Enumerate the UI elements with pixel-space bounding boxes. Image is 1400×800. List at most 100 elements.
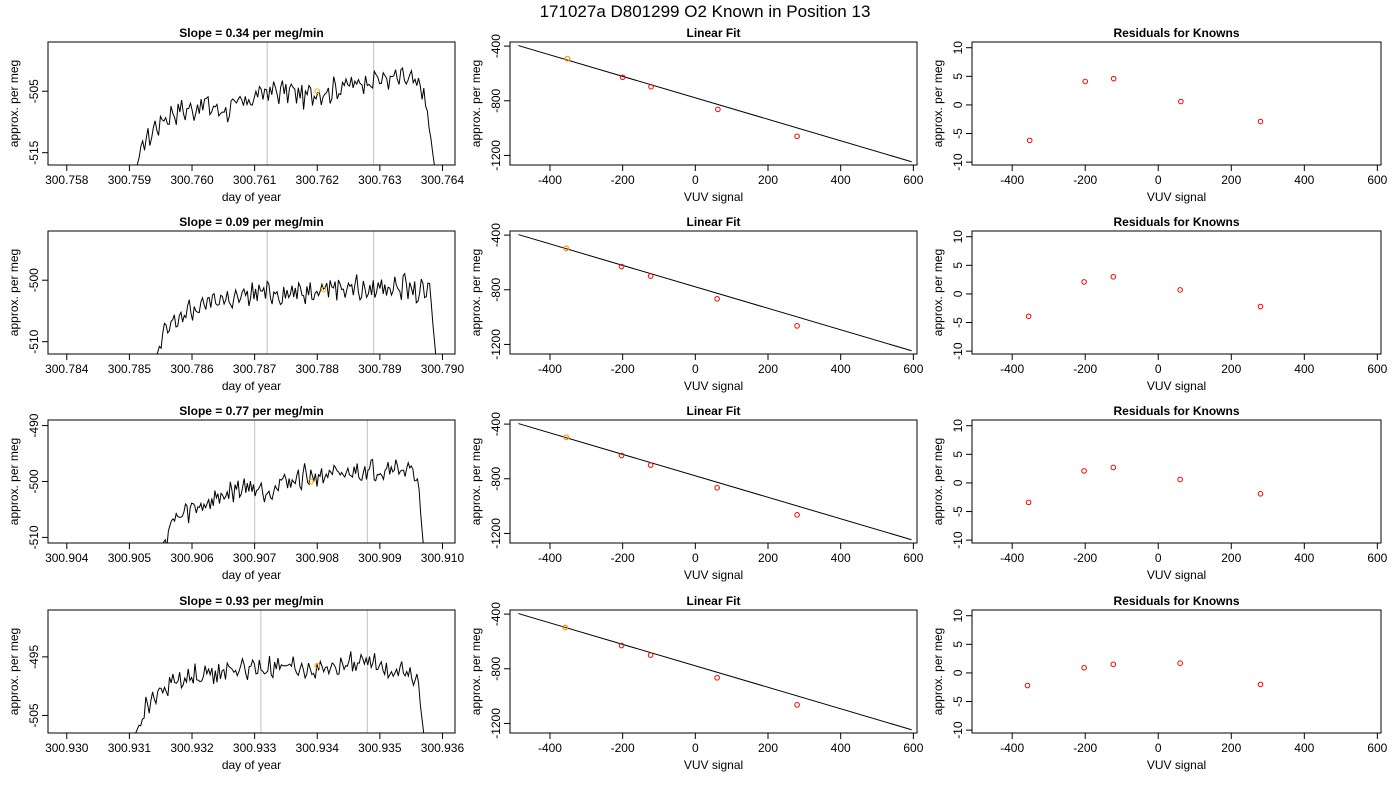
plot-area xyxy=(1026,75,1264,144)
residual-point xyxy=(1025,499,1032,506)
x-tick-label: 0 xyxy=(1155,362,1162,376)
plot-frame xyxy=(47,609,456,734)
panel-title: Linear Fit xyxy=(686,404,740,418)
x-tick-label: 600 xyxy=(1367,741,1387,755)
y-tick-label: -505 xyxy=(27,79,41,103)
y-tick-label: -10 xyxy=(951,531,965,549)
series-line xyxy=(156,272,437,354)
y-tick-label: -400 xyxy=(489,602,503,626)
y-tick-label: 10 xyxy=(951,609,965,623)
x-tick-label: 300.764 xyxy=(421,173,465,187)
y-axis-label: approx. per meg xyxy=(469,60,483,147)
plot-area xyxy=(518,234,912,352)
y-tick-label: -490 xyxy=(27,413,41,437)
data-point xyxy=(714,295,720,302)
panel-1-residuals: Residuals for Knowns VUV signal approx. pe… xyxy=(931,26,1388,204)
x-tick-label: -200 xyxy=(611,173,635,187)
residual-point xyxy=(1110,464,1117,471)
panel-1-fit: Linear Fit VUV signal approx. per meg -400 -… xyxy=(469,26,924,204)
x-tick-label: 600 xyxy=(1367,173,1387,187)
data-point xyxy=(619,74,626,81)
y-tick-label: -800 xyxy=(489,277,503,301)
x-tick-label: -200 xyxy=(1073,362,1097,376)
data-point xyxy=(715,106,721,113)
residual-point xyxy=(1082,78,1089,85)
highlight-point xyxy=(308,478,314,485)
x-tick-label: 300.760 xyxy=(170,173,214,187)
fit-line xyxy=(518,423,912,541)
x-tick-label: 400 xyxy=(1294,362,1314,376)
y-tick-label: -400 xyxy=(489,223,503,247)
residual-point xyxy=(1110,661,1117,668)
highlight-point xyxy=(314,88,321,94)
x-tick-label: -400 xyxy=(1000,551,1024,565)
x-axis-label: day of year xyxy=(222,758,281,772)
y-tick-label: 5 xyxy=(951,73,965,80)
panel-2-residuals: Residuals for Knowns VUV signal approx. pe… xyxy=(931,215,1388,393)
x-tick-label: 600 xyxy=(903,173,923,187)
panel-title: Slope = 0.77 per meg/min xyxy=(179,404,323,418)
plot-area xyxy=(518,45,912,163)
residual-point xyxy=(1178,98,1184,105)
panel-title: Slope = 0.93 per meg/min xyxy=(179,594,323,608)
plot-area xyxy=(1025,464,1264,506)
panel-title: Linear Fit xyxy=(686,594,740,608)
panel-title: Residuals for Knowns xyxy=(1113,404,1239,418)
x-tick-label: 400 xyxy=(831,173,851,187)
panel-title: Residuals for Knowns xyxy=(1113,26,1239,40)
y-axis-label: approx. per meg xyxy=(7,438,21,525)
residual-point xyxy=(1110,75,1117,82)
y-tick-label: -500 xyxy=(27,268,41,292)
y-tick-label: -495 xyxy=(27,645,41,669)
y-axis-label: approx. per meg xyxy=(931,60,945,147)
plot-frame xyxy=(47,41,456,166)
plot-frame xyxy=(971,41,1382,166)
x-tick-label: 0 xyxy=(1155,173,1162,187)
y-tick-label: -510 xyxy=(27,525,41,549)
x-tick-label: 300.761 xyxy=(233,173,277,187)
series-line xyxy=(135,651,425,733)
x-tick-label: 600 xyxy=(903,551,923,565)
x-tick-label: 300.763 xyxy=(358,173,402,187)
data-point xyxy=(794,512,800,518)
data-point xyxy=(714,484,720,491)
data-point xyxy=(618,452,625,459)
y-axis-label: approx. per meg xyxy=(469,628,483,715)
x-tick-label: 300.789 xyxy=(358,362,402,376)
highlight-point xyxy=(563,434,570,441)
x-tick-label: 300.933 xyxy=(233,741,277,755)
plot-frame xyxy=(509,419,918,544)
x-tick-label: 0 xyxy=(1155,551,1162,565)
plot-frame xyxy=(47,230,456,355)
fit-line xyxy=(518,45,912,163)
x-tick-label: 300.788 xyxy=(296,362,340,376)
y-tick-label: -5 xyxy=(951,696,965,707)
panel-title: Residuals for Knowns xyxy=(1113,594,1239,608)
y-tick-label: -1200 xyxy=(489,708,503,739)
y-axis-label: approx. per meg xyxy=(469,249,483,336)
fit-line xyxy=(518,234,912,352)
plot-area xyxy=(156,231,437,354)
plot-area xyxy=(162,420,424,543)
x-tick-label: -200 xyxy=(1073,741,1097,755)
y-axis-label: approx. per meg xyxy=(7,249,21,336)
x-tick-label: 300.932 xyxy=(170,741,214,755)
x-axis-label: VUV signal xyxy=(1147,190,1206,204)
residual-point xyxy=(1110,273,1117,280)
residual-point xyxy=(1081,279,1087,285)
x-tick-label: 200 xyxy=(758,741,778,755)
x-tick-label: 300.905 xyxy=(108,551,152,565)
panel-2-timeseries: Slope = 0.09 per meg/min day of year appro… xyxy=(7,215,464,393)
x-tick-label: 200 xyxy=(1221,362,1241,376)
x-tick-label: 300.786 xyxy=(170,362,214,376)
x-tick-label: 300.930 xyxy=(45,741,89,755)
x-tick-label: 400 xyxy=(831,362,851,376)
x-tick-label: 600 xyxy=(903,741,923,755)
x-tick-label: 300.762 xyxy=(296,173,340,187)
x-tick-label: 300.907 xyxy=(233,551,277,565)
plot-area xyxy=(1024,660,1264,689)
y-tick-label: -510 xyxy=(27,329,41,353)
plot-area xyxy=(518,423,912,541)
x-tick-label: 0 xyxy=(692,173,699,187)
y-tick-label: 5 xyxy=(951,641,965,648)
